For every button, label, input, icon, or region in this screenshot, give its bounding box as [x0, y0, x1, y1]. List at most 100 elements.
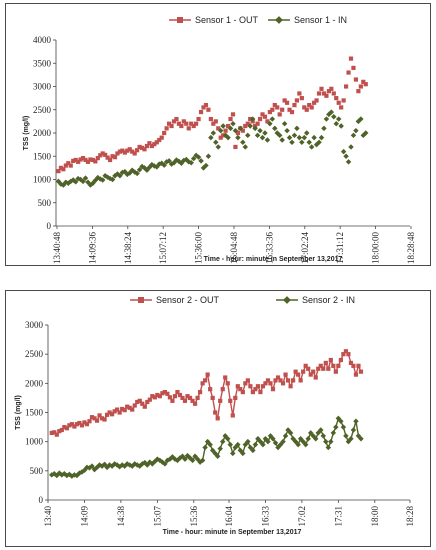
data-point	[313, 375, 318, 380]
data-point	[343, 84, 349, 89]
data-point	[107, 157, 113, 163]
y-tick-label: 2500	[25, 349, 44, 359]
data-point	[142, 147, 147, 152]
data-point	[227, 125, 234, 132]
data-point	[255, 384, 261, 389]
data-point	[353, 418, 359, 424]
data-point	[201, 105, 206, 110]
data-point	[232, 127, 239, 134]
x-tick-label: 18:00	[370, 506, 380, 527]
data-point	[112, 409, 117, 414]
data-point	[162, 130, 167, 136]
data-point	[230, 120, 236, 127]
data-point	[243, 381, 248, 386]
data-point	[159, 135, 164, 140]
data-point	[142, 404, 147, 409]
data-point	[71, 158, 76, 163]
data-point	[125, 404, 130, 409]
data-point	[316, 139, 322, 146]
data-point	[67, 423, 72, 428]
data-point	[72, 179, 79, 185]
data-point	[109, 176, 116, 183]
data-point	[89, 415, 95, 420]
data-point	[262, 114, 268, 119]
data-point	[248, 384, 253, 389]
data-point	[112, 155, 118, 160]
data-point	[95, 156, 100, 161]
data-point	[72, 424, 77, 429]
data-point	[203, 378, 208, 383]
data-point	[296, 372, 301, 377]
data-point	[120, 148, 125, 153]
data-point	[304, 130, 310, 136]
data-point	[223, 128, 228, 133]
data-point	[268, 381, 273, 386]
data-point	[348, 436, 354, 442]
data-point	[285, 378, 291, 383]
data-point	[338, 123, 344, 129]
data-point	[306, 366, 311, 371]
data-point	[335, 116, 342, 122]
legend: Sensor 2 - OUT Sensor 2 - IN	[130, 295, 355, 305]
data-point	[95, 174, 101, 181]
data-point	[306, 139, 312, 146]
data-point	[320, 433, 327, 439]
data-point	[208, 387, 213, 392]
data-point	[289, 139, 295, 146]
data-point	[180, 395, 185, 401]
data-point	[363, 82, 368, 87]
data-point	[210, 395, 215, 401]
data-point	[289, 109, 295, 115]
data-point	[307, 430, 314, 436]
data-point	[220, 387, 225, 392]
y-tick-label: 1500	[33, 151, 52, 161]
x-tick-label: 14:09	[79, 506, 89, 527]
data-point	[63, 179, 69, 186]
data-point	[82, 420, 87, 425]
data-point	[245, 378, 250, 383]
data-point	[195, 154, 202, 160]
data-point	[245, 132, 251, 139]
data-point	[240, 450, 246, 457]
data-point	[213, 410, 218, 415]
data-point	[312, 100, 317, 105]
data-point	[240, 139, 246, 146]
data-point	[301, 134, 308, 141]
data-point	[225, 134, 231, 141]
data-point	[169, 123, 174, 129]
data-point	[213, 119, 218, 124]
legend-label: Sensor 1 - IN	[294, 15, 347, 25]
data-point	[269, 116, 276, 122]
data-point	[184, 121, 189, 126]
data-point	[208, 134, 214, 141]
data-point	[230, 450, 236, 457]
data-point	[74, 422, 80, 427]
data-point	[314, 98, 319, 103]
data-point	[137, 144, 142, 150]
data-point	[280, 107, 285, 112]
legend-label: Sensor 2 - OUT	[156, 295, 220, 305]
data-point	[233, 395, 238, 401]
data-point	[294, 98, 300, 103]
chart-sensor-1: Sensor 1 - OUT Sensor 1 - IN 0 500 1000 1500 2…	[23, 15, 416, 264]
legend: Sensor 1 - OUT Sensor 1 - IN	[169, 15, 347, 25]
data-point	[59, 427, 64, 433]
data-point	[353, 77, 359, 82]
data-point	[115, 407, 120, 412]
data-point	[288, 384, 293, 389]
data-point	[216, 126, 221, 131]
data-point	[80, 178, 86, 185]
data-point	[330, 430, 337, 436]
data-point	[144, 167, 150, 173]
data-point	[140, 401, 145, 406]
data-point	[161, 162, 167, 168]
data-point	[233, 144, 238, 150]
data-point	[312, 436, 319, 442]
data-point	[303, 363, 308, 368]
series-sensor-2-in	[49, 415, 364, 479]
data-point	[360, 132, 367, 139]
data-point	[348, 144, 354, 150]
data-point	[164, 126, 169, 131]
data-point	[57, 429, 62, 434]
y-tick-label: 2000	[33, 128, 52, 138]
